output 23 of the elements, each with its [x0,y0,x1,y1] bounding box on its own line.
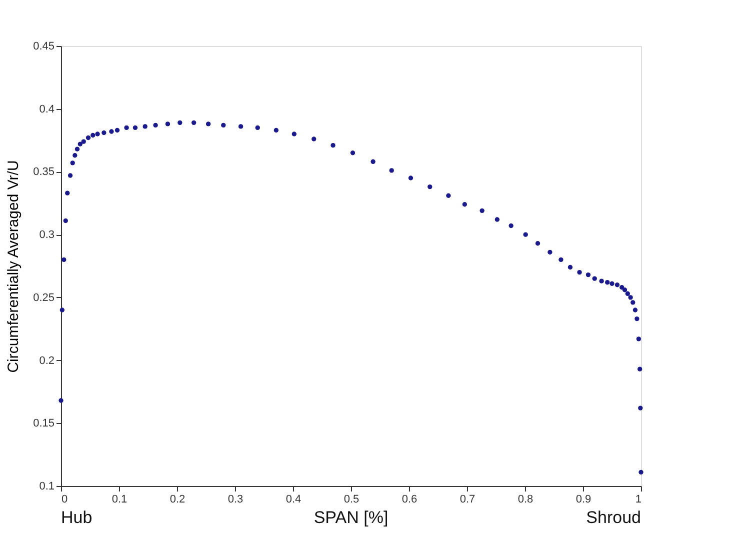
x-tick-label: 0.5 [344,494,360,506]
x-tick-label: 0 [62,494,68,506]
y-tick-label: 0.2 [39,354,54,367]
x-tick-label: 0.9 [576,494,592,506]
text: Shroud [586,508,641,527]
x-tick-label: 0.3 [228,494,244,506]
y-tick-label: 0.3 [39,229,54,242]
x-axis-title: SPAN [%] [314,508,388,527]
y-axis-title: Circumferentially Averaged Vr/U [5,160,22,373]
x-tick-label: 0.2 [170,494,186,506]
text: Hub [61,508,92,527]
x-tick-label: 0.8 [518,494,534,506]
y-tick-label: 0.35 [33,166,54,178]
y-tick-label: 0.45 [33,40,54,52]
x-tick-label: 0.4 [286,494,302,506]
y-tick-label: 0.15 [33,418,54,430]
x-tick-label: 0.7 [460,494,476,506]
y-tick-label: 0.1 [39,480,54,492]
y-tick-label: 0.25 [33,292,54,304]
x-tick-label: 0.6 [402,494,418,506]
x-tick-label: 0.1 [112,494,128,506]
y-tick-label: 0.4 [39,103,54,116]
x-tick-label: 1 [635,494,642,506]
